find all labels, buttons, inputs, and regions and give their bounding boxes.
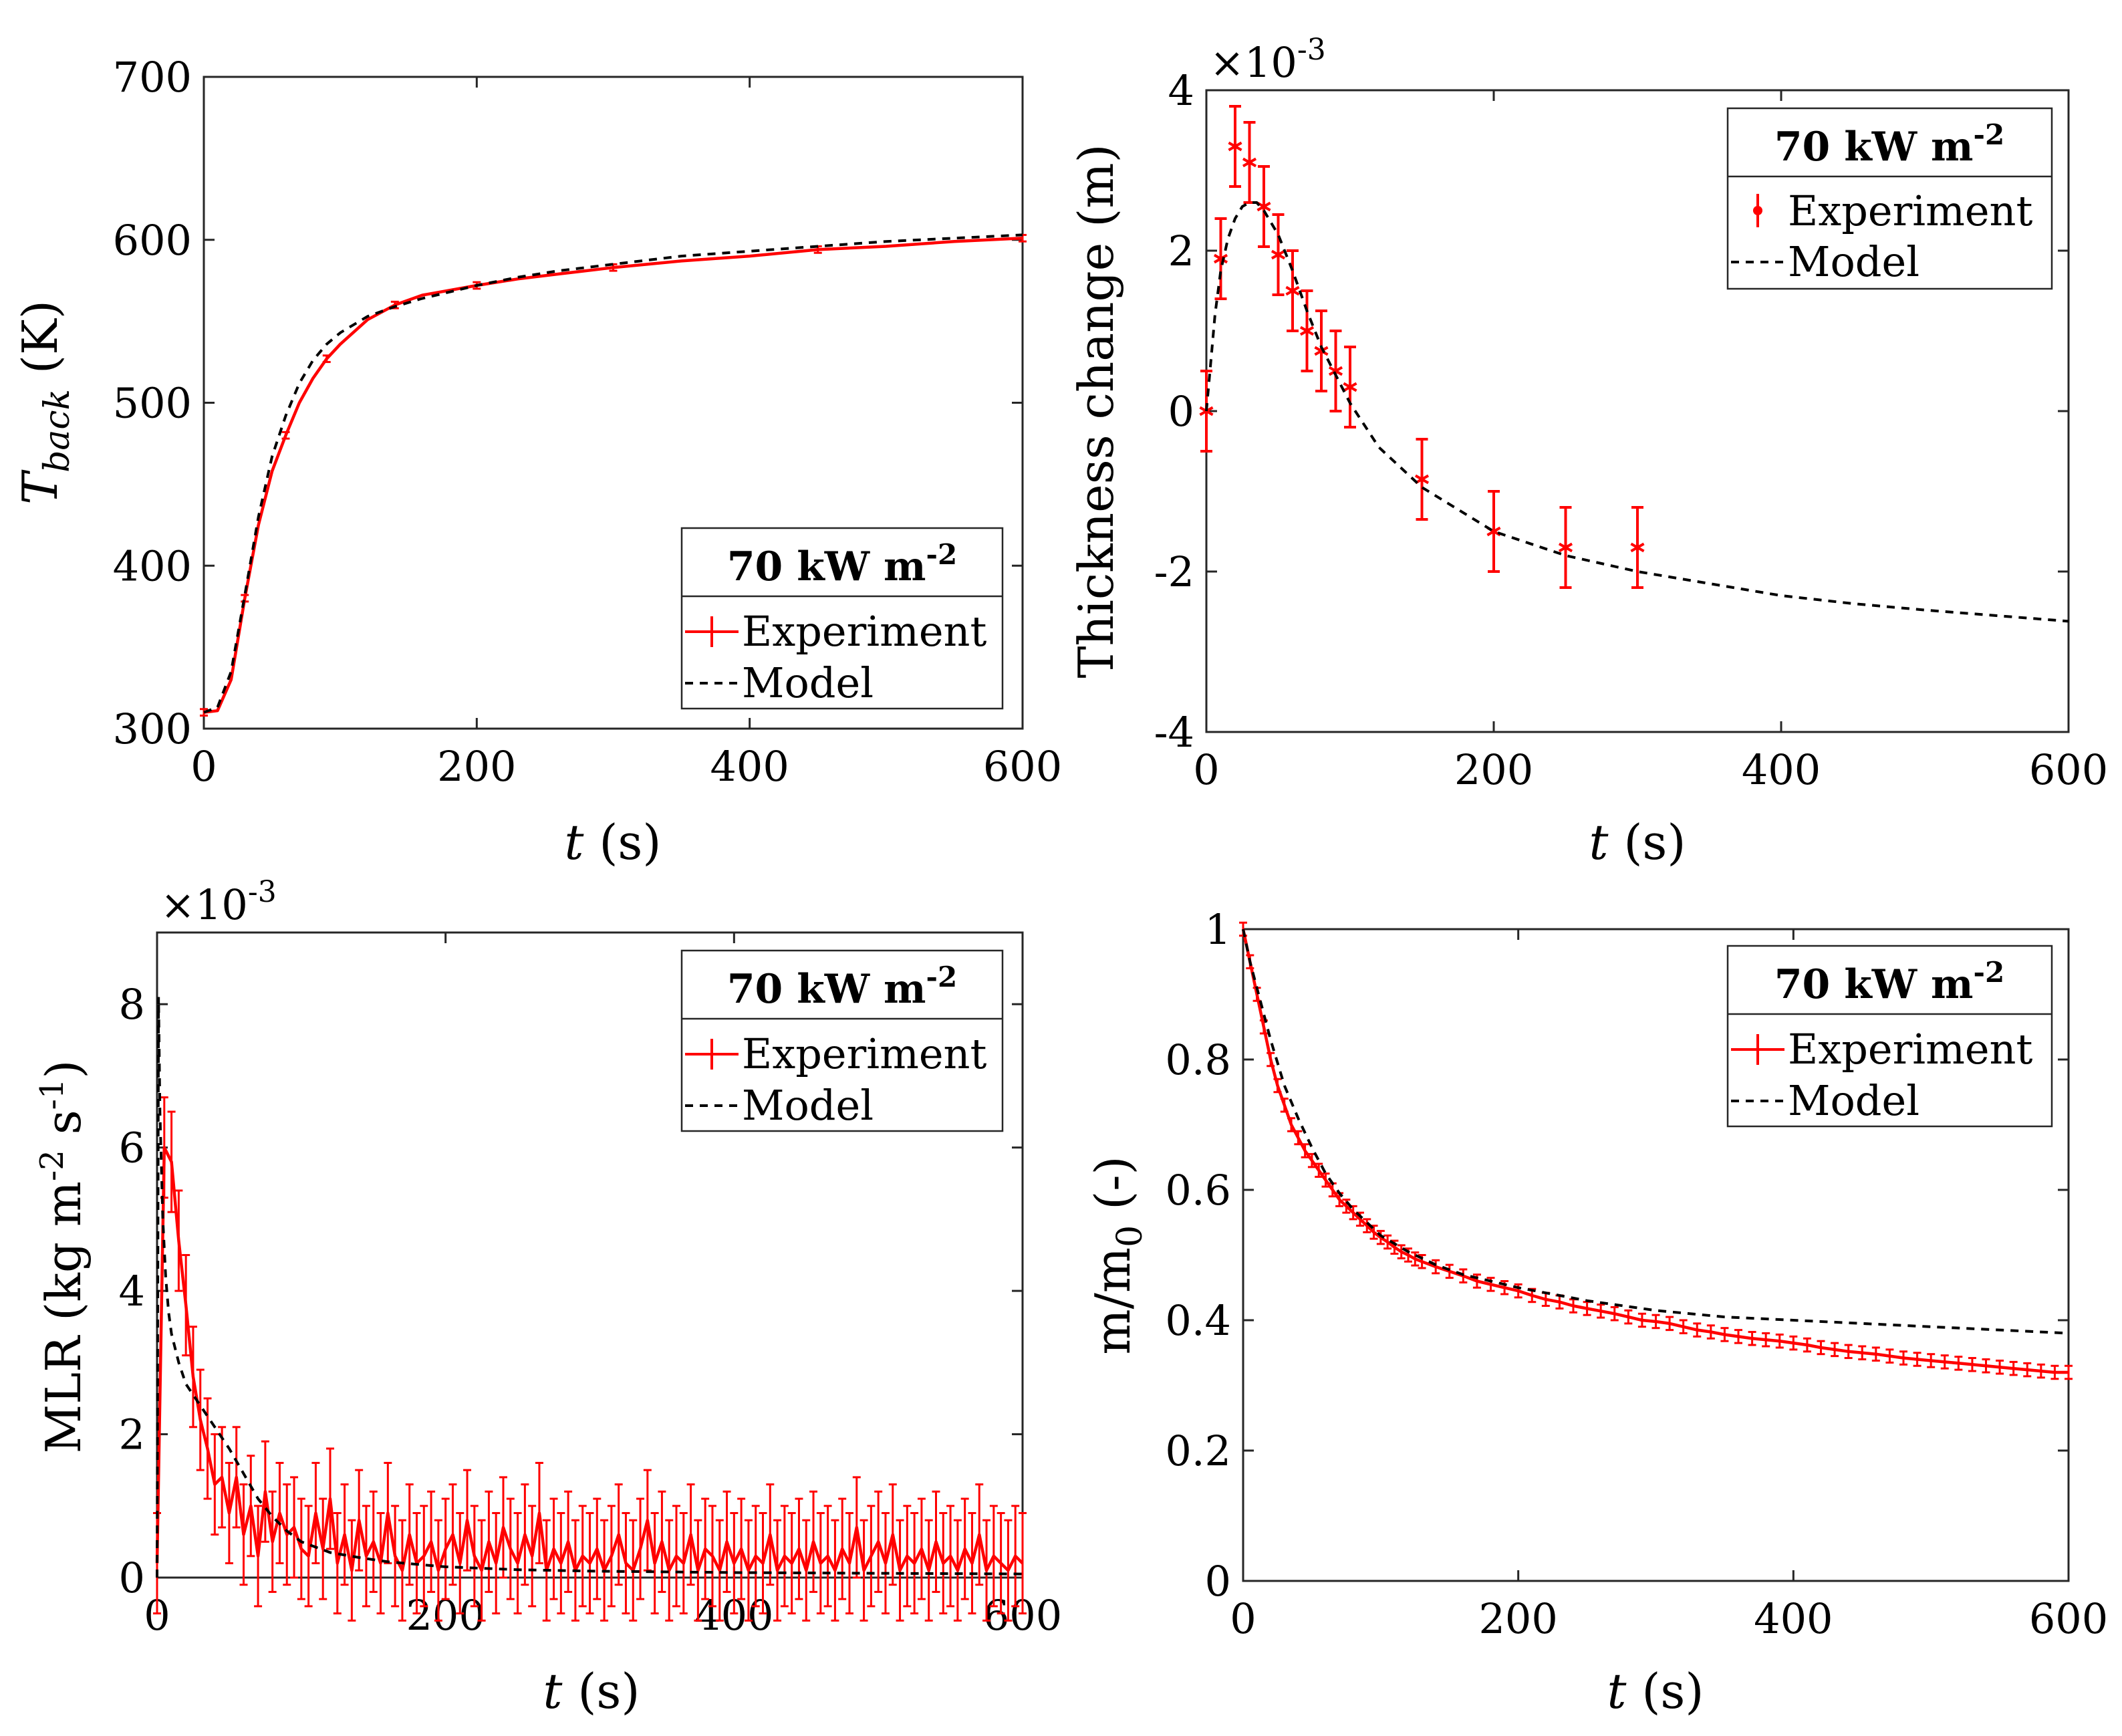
- model-series-line: [1205, 201, 2069, 623]
- y-axis-label: m/m0 (-): [1085, 1156, 1150, 1354]
- legend-title: 70 kW m-2: [727, 538, 957, 590]
- series-layer: [153, 997, 1027, 1622]
- x-axis-label: t (s): [1607, 1663, 1704, 1719]
- legend: 70 kW m-2 Experiment Model: [1726, 945, 2053, 1128]
- legend-box: [1726, 107, 2053, 290]
- y-tick-label: -4: [1154, 708, 1194, 757]
- x-tick-label: 200: [1478, 1594, 1557, 1643]
- experiment-marker: [1558, 542, 1573, 553]
- x-tick-label: 0: [1230, 1594, 1256, 1643]
- x-tick-label: 600: [2029, 745, 2108, 794]
- experiment-marker: [1299, 326, 1315, 336]
- y-axis-label: MLR (kg m-2 s-1): [33, 1060, 92, 1453]
- experiment-marker: [1271, 249, 1286, 260]
- y-tick-label: 2: [119, 1410, 145, 1459]
- x-tick-label: 400: [1742, 745, 1821, 794]
- legend-box: [680, 527, 1004, 710]
- legend-experiment-marker: [685, 616, 739, 647]
- x-tick-label: 400: [710, 742, 789, 791]
- x-tick-label: 200: [1454, 745, 1533, 794]
- experiment-marker: [1242, 157, 1257, 168]
- y-tick-label: 0.8: [1165, 1035, 1231, 1084]
- x-axis-label: t (s): [1589, 814, 1686, 870]
- experiment-marker: [1285, 285, 1300, 296]
- x-axis-label: t (s): [543, 1663, 640, 1719]
- series-layer: [1199, 105, 2069, 623]
- legend-box: [1726, 945, 2053, 1128]
- legend-experiment-marker: [1753, 194, 1762, 227]
- experiment-marker: [1213, 253, 1228, 264]
- y-tick-label: 0: [1168, 387, 1194, 436]
- y-tick-label: 4: [119, 1267, 145, 1316]
- model-series-line: [156, 997, 1023, 1578]
- legend-experiment-label: Experiment: [742, 1029, 986, 1078]
- y-axis-label: Thickness change (m): [1068, 144, 1124, 678]
- y-tick-label: 300: [113, 705, 192, 753]
- legend-title: 70 kW m-2: [1774, 956, 2004, 1008]
- x-tick-label: 600: [983, 742, 1062, 791]
- experiment-marker: [1630, 542, 1645, 553]
- legend: 70 kW m-2 Experiment Model: [680, 949, 1004, 1132]
- legend-model-label: Model: [1788, 1076, 1919, 1125]
- exponent-label: ×10-3: [160, 875, 277, 929]
- experiment-marker: [1486, 526, 1501, 537]
- experiment-marker: [1256, 201, 1271, 212]
- axis-ticks: 0 200 400 600 300 400 500 600 700: [113, 53, 1063, 791]
- experiment-marker: [1314, 346, 1329, 356]
- panel-tback: 0 200 400 600 300 400 500 600 700 t (s) Tback (K…: [12, 53, 1062, 870]
- y-axis-label: Tback (K): [12, 300, 78, 505]
- y-tick-label: 0.6: [1165, 1166, 1231, 1215]
- y-tick-label: 2: [1168, 227, 1194, 275]
- x-tick-label: 400: [1754, 1594, 1833, 1643]
- axis-ticks: 0 200 400 600 -4 -2 0 2 4: [1154, 66, 2109, 794]
- legend-model-label: Model: [1788, 237, 1919, 286]
- y-tick-label: 0: [119, 1554, 145, 1602]
- experiment-series-line: [1241, 928, 2069, 1374]
- x-tick-label: 600: [2029, 1594, 2108, 1643]
- legend-experiment-label: Experiment: [1788, 187, 2032, 235]
- legend-model-label: Model: [742, 1081, 874, 1130]
- model-series-line: [203, 233, 1023, 714]
- series-layer: [1239, 921, 2073, 1380]
- x-tick-label: 200: [437, 742, 516, 791]
- y-tick-label: 6: [119, 1124, 145, 1172]
- y-tick-label: 1: [1205, 905, 1231, 954]
- legend-experiment-label: Experiment: [742, 607, 986, 656]
- legend-title: 70 kW m-2: [1774, 118, 2004, 170]
- exponent-label: ×10-3: [1210, 33, 1326, 87]
- y-tick-label: 700: [113, 53, 192, 102]
- legend-experiment-marker: [1731, 1034, 1784, 1065]
- experiment-marker: [1228, 141, 1242, 152]
- y-tick-label: 8: [119, 980, 145, 1029]
- legend-model-label: Model: [742, 658, 874, 707]
- y-tick-label: 0.4: [1165, 1296, 1231, 1345]
- legend-title: 70 kW m-2: [727, 961, 957, 1013]
- legend-experiment-label: Experiment: [1788, 1025, 2032, 1074]
- experiment-marker: [1328, 366, 1343, 376]
- experiment-marker: [1343, 382, 1357, 392]
- legend-experiment-marker: [685, 1039, 739, 1070]
- legend: 70 kW m-2 Experiment Model: [1726, 107, 2053, 290]
- y-tick-label: 500: [113, 379, 192, 428]
- y-tick-label: 600: [113, 216, 192, 265]
- y-tick-label: 0: [1205, 1557, 1231, 1606]
- panel-thickness: 0 200 400 600 -4 -2 0 2 4 ×10-3 t (s) Thickness …: [1068, 33, 2108, 870]
- series-layer: [200, 233, 1027, 717]
- x-tick-label: 0: [190, 742, 217, 791]
- legend: 70 kW m-2 Experiment Model: [680, 527, 1004, 710]
- y-tick-label: 400: [113, 541, 192, 590]
- y-tick-label: -2: [1154, 547, 1194, 596]
- model-series-line: [1242, 928, 2069, 1335]
- axis-ticks: 0 200 400 600 0 0.2 0.4 0.6 0.8 1: [1165, 905, 2108, 1643]
- legend-box: [680, 949, 1004, 1132]
- y-tick-label: 0.2: [1165, 1427, 1231, 1475]
- x-axis-label: t (s): [565, 814, 662, 870]
- x-tick-label: 0: [1193, 745, 1219, 794]
- y-tick-label: 4: [1168, 66, 1194, 115]
